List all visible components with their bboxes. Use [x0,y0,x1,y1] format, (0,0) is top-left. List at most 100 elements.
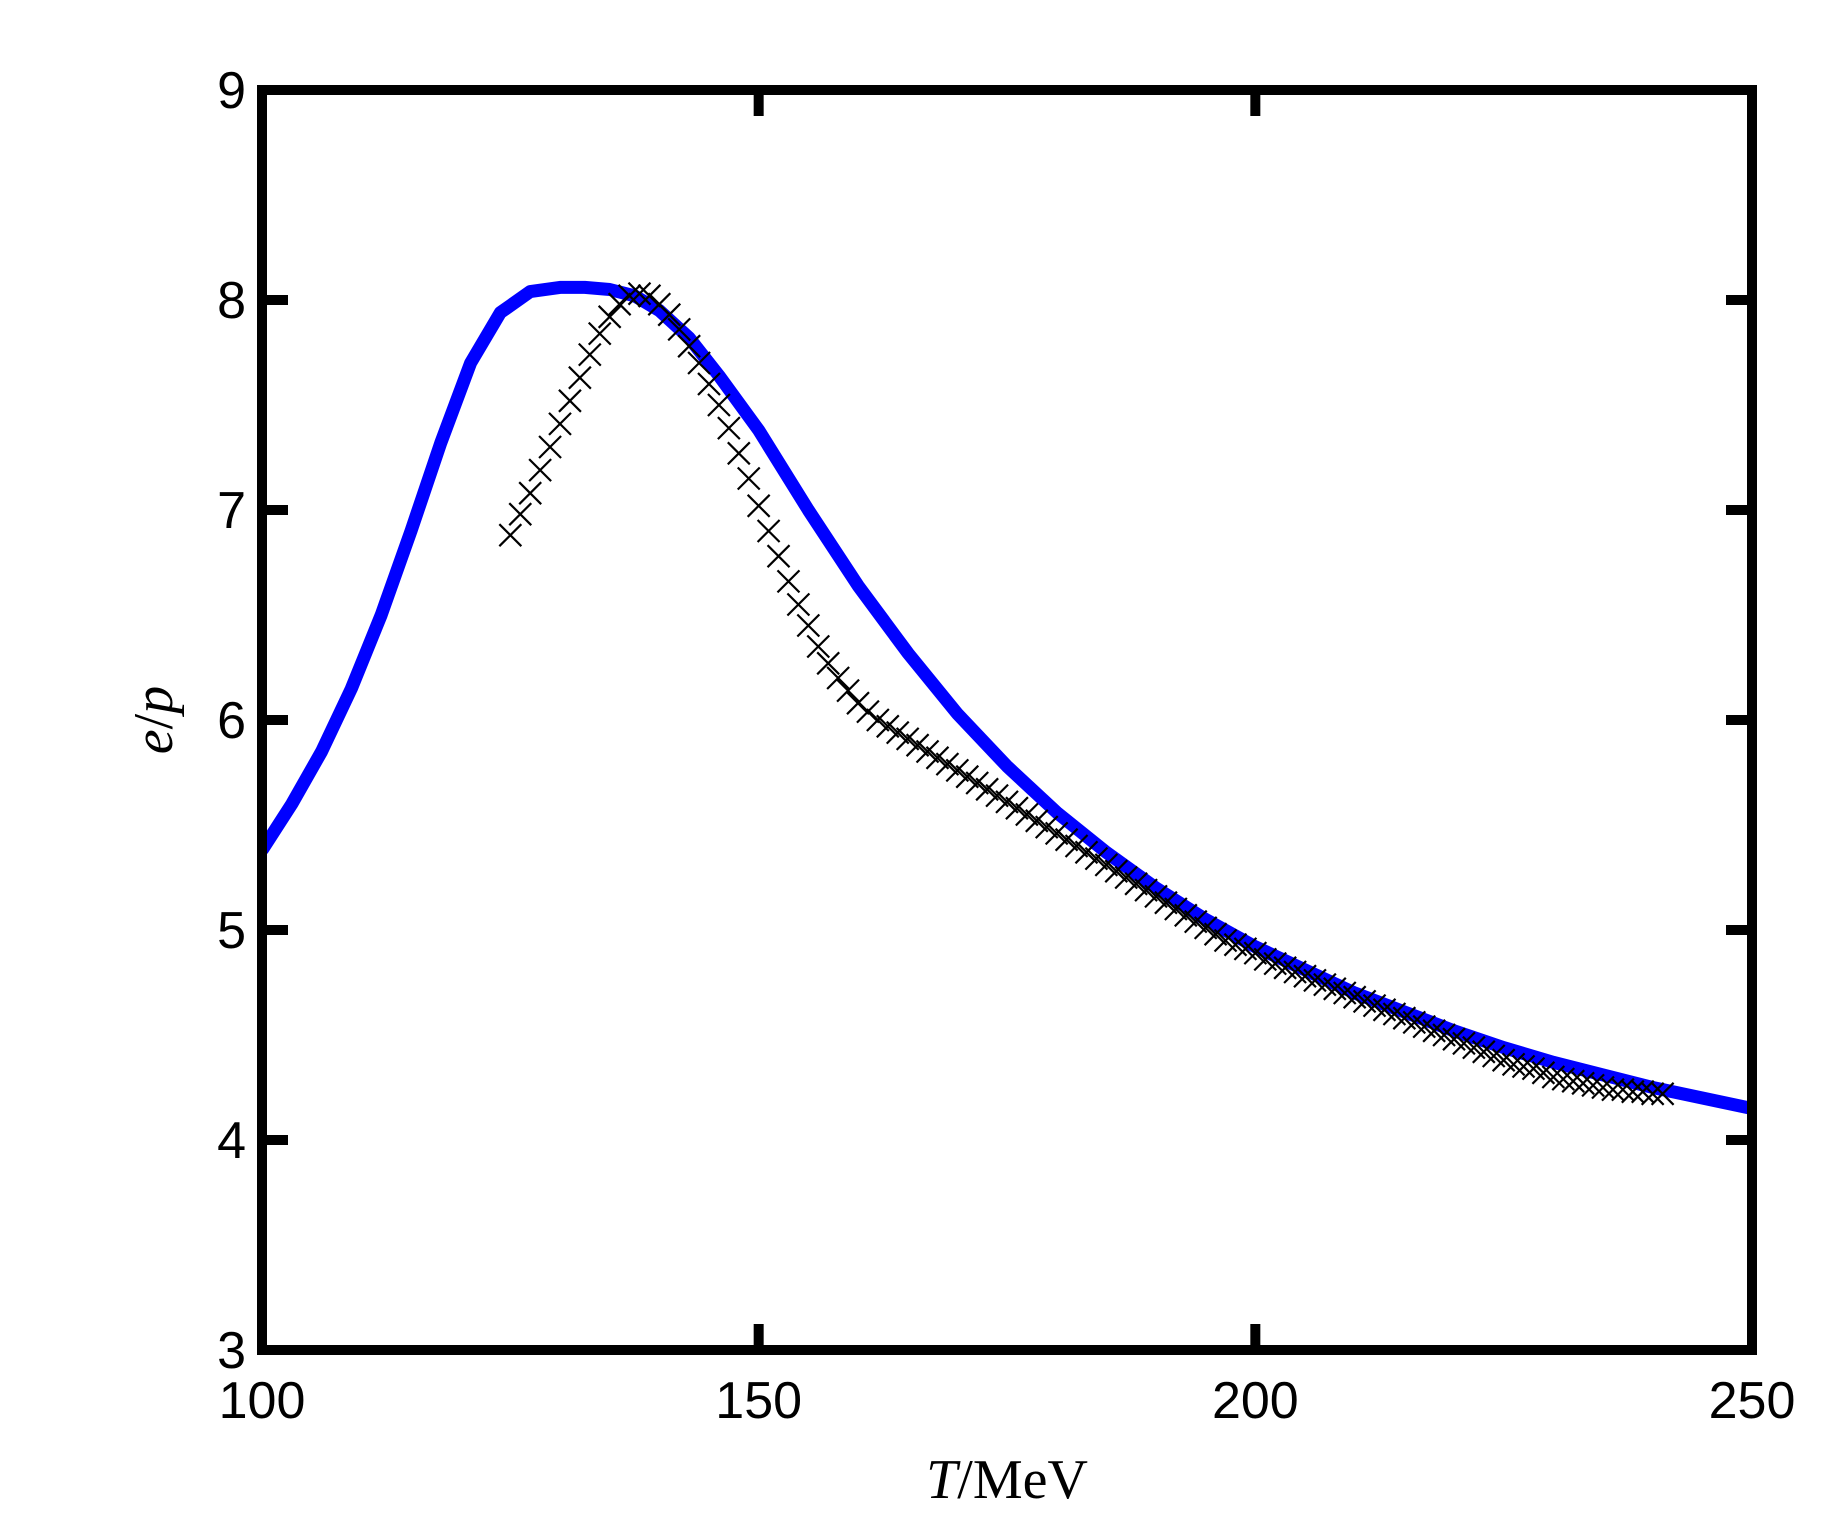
data-point-x-marker [776,569,801,594]
data-point-x-marker [1084,846,1109,871]
data-point-x-marker [1621,1079,1645,1104]
data-point-x-marker [558,389,582,413]
data-point-x-marker [736,466,761,491]
data-point-x-marker [1044,821,1069,846]
data-point-x-marker [1134,878,1158,902]
data-point-x-marker [1124,872,1148,896]
data-point-x-marker [1025,809,1049,833]
data-point-x-marker [1144,884,1168,909]
data-point-x-marker [935,752,960,776]
data-point-x-marker [885,720,910,745]
axis-ticks: 100 150 200 250 3 4 5 6 7 8 9 [217,62,1795,1430]
y-tick-label: 8 [217,272,246,330]
data-point-x-marker [1015,802,1039,827]
data-point-x-marker [1074,840,1099,865]
data-point-x-marker [1054,827,1079,852]
data-point-x-marker [1640,1082,1665,1106]
y-tick-label: 5 [217,902,246,960]
data-point-x-marker [796,613,821,638]
data-point-x-marker [945,758,970,783]
data-point-x-marker [1581,1073,1605,1098]
series-line [262,280,1752,1115]
data-point-x-marker [955,764,980,789]
data-point-x-marker [965,771,989,795]
data-point-x-marker [697,372,721,396]
data-point-x-marker [995,790,1019,814]
plot-frame [257,85,1757,1355]
data-point-x-marker [1551,1067,1576,1091]
data-point-x-marker [756,519,781,543]
data-point-x-marker [1114,865,1138,890]
data-point-x-marker [915,739,940,764]
data-point-x-marker [548,412,572,436]
x-tick-label: 250 [1709,1372,1796,1430]
data-point-x-marker [587,321,612,346]
data-point-x-marker [687,351,711,375]
data-point-x-marker [1611,1077,1635,1102]
x-tick-label: 100 [219,1372,306,1430]
data-point-x-marker [1630,1079,1655,1104]
data-point-x-marker [905,733,930,757]
y-tick-label: 9 [217,62,246,120]
plot-marks [262,280,1752,1115]
data-point-x-marker [1541,1065,1566,1089]
data-point-x-marker [578,342,602,367]
y-tick-label: 7 [217,482,246,540]
data-point-x-marker [528,458,552,482]
data-point-x-marker [1501,1052,1526,1077]
data-point-x-marker [836,678,860,703]
data-point-x-marker [498,523,523,547]
data-point-x-marker [1005,796,1029,820]
data-point-x-marker [667,317,691,342]
data-point-x-marker [1104,859,1129,883]
data-point-x-marker [746,494,771,518]
data-point-x-marker [1064,834,1089,858]
data-point-x-marker [1193,916,1218,940]
data-point-x-marker [568,365,592,390]
data-point-x-marker [1601,1077,1625,1102]
y-axis-label: e/p [123,686,185,754]
data-point-x-marker [975,777,999,802]
data-point-x-marker [717,416,741,440]
y-tick-label: 6 [217,692,246,750]
data-point-x-marker [1183,909,1208,934]
data-point-x-marker [1034,815,1059,839]
x-tick-label: 200 [1212,1372,1299,1430]
data-point-x-marker [866,708,890,732]
data-point-x-marker [1094,853,1119,877]
data-point-x-marker [1203,922,1228,946]
data-point-x-marker [1243,941,1268,965]
data-point-x-marker [766,544,791,568]
y-tick-label: 3 [217,1322,246,1380]
data-point-x-marker [1511,1054,1536,1079]
data-point-x-marker [707,393,731,417]
data-point-x-marker [518,481,542,505]
data-point-x-marker [1571,1071,1595,1096]
data-point-x-marker [826,666,850,690]
data-point-x-marker [1591,1075,1615,1100]
data-point-x-marker [1174,903,1198,928]
x-tick-label: 150 [715,1372,802,1430]
y-tick-label: 4 [217,1112,246,1170]
data-point-x-marker [925,746,950,770]
data-point-x-marker [508,502,533,526]
data-point-x-marker [816,651,840,676]
data-point-x-marker [806,634,831,659]
data-point-x-marker [597,305,622,329]
data-point-x-marker [617,284,642,308]
data-point-x-marker [985,783,1009,808]
data-point-x-marker [1561,1069,1585,1093]
data-point-x-marker [538,435,562,459]
data-point-x-marker [876,714,900,739]
data-point-x-marker [677,334,701,358]
data-point-x-marker [727,441,751,466]
x-axis-label: T/MeV [926,1449,1088,1511]
data-point-x-marker [627,281,652,306]
data-point-x-marker [657,302,682,327]
data-point-x-marker [895,727,920,751]
data-point-x-marker [1154,890,1178,915]
data-point-x-marker [786,592,811,617]
data-point-x-marker [1650,1082,1675,1106]
data-point-x-marker [1164,897,1188,921]
